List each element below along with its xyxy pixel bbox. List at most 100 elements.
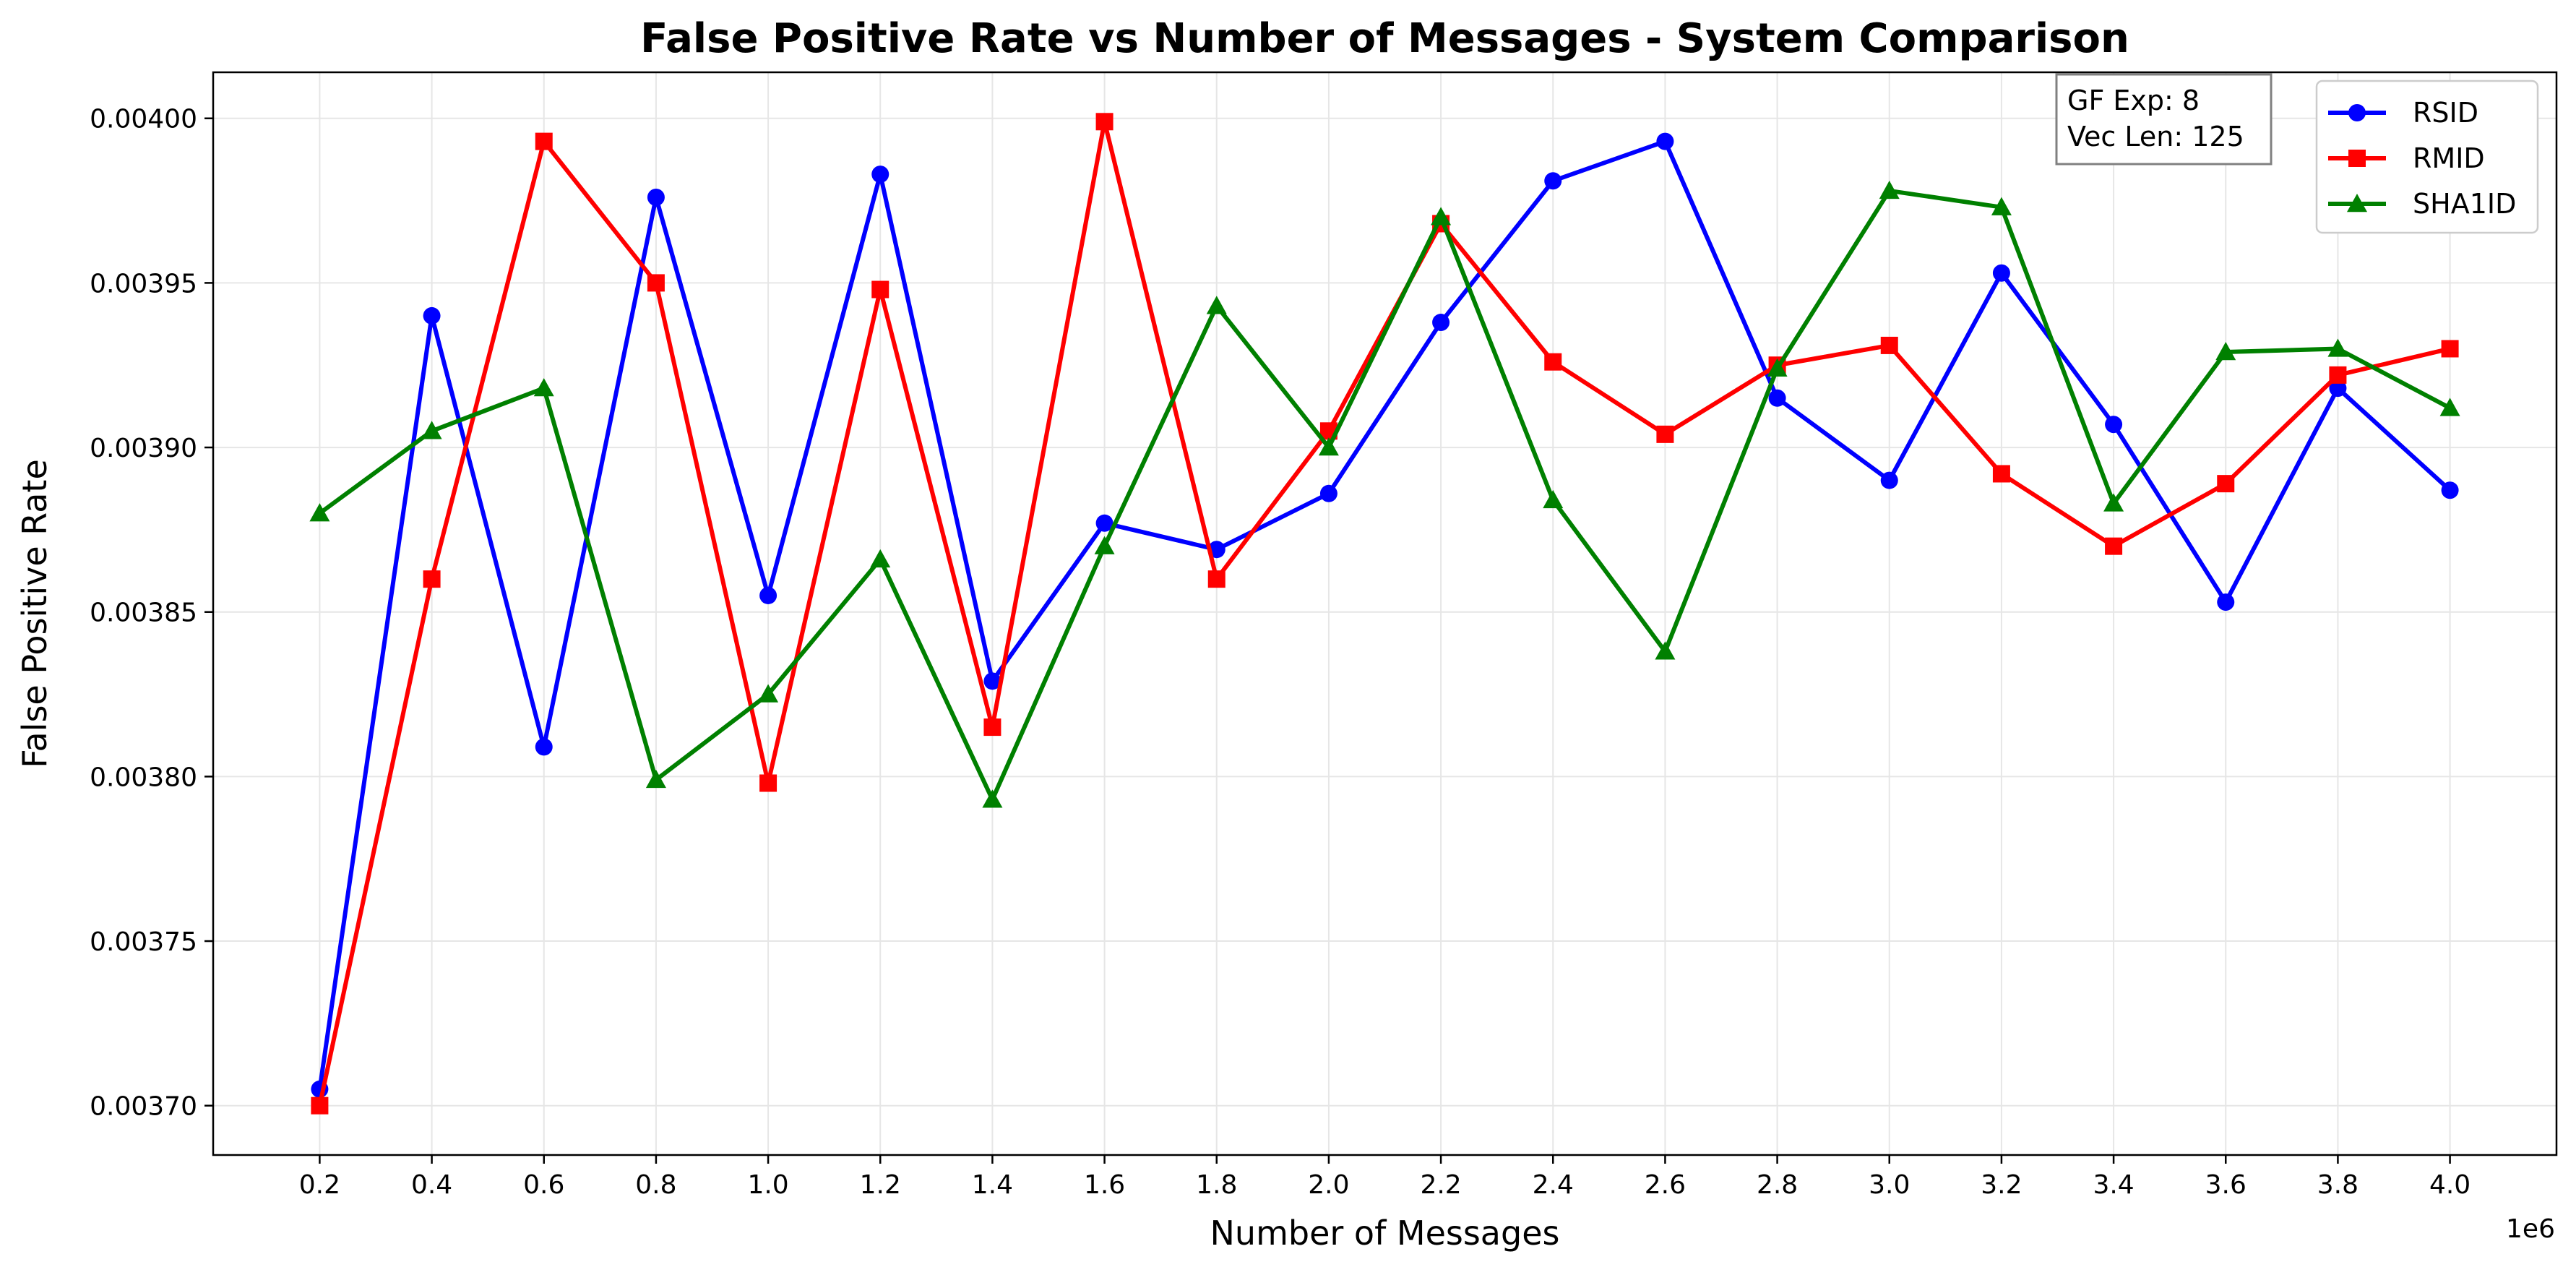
data-point-rsid — [1544, 172, 1562, 190]
data-point-rmid — [647, 274, 665, 292]
x-tick-label: 3.2 — [1981, 1170, 2022, 1200]
data-point-rmid — [983, 718, 1001, 737]
data-point-rmid — [1880, 336, 1898, 354]
grid — [213, 72, 2556, 1155]
y-tick-label: 0.00370 — [90, 1092, 197, 1122]
x-tick-label: 3.6 — [2205, 1170, 2247, 1200]
data-point-rmid — [1656, 425, 1674, 443]
x-tick-label: 1.8 — [1196, 1170, 1237, 1200]
data-point-rsid — [759, 586, 777, 604]
y-tick-label: 0.00400 — [90, 105, 197, 134]
data-point-rsid — [1319, 484, 1337, 502]
series-line-sha1id — [318, 188, 2451, 802]
y-tick-label: 0.00390 — [90, 434, 197, 463]
x-tick-label: 2.4 — [1533, 1170, 1574, 1200]
y-tick-label: 0.00385 — [90, 598, 197, 628]
data-point-sha1id — [1543, 489, 1564, 509]
data-point-rmid — [311, 1096, 329, 1115]
data-point-sha1id — [309, 503, 330, 522]
annotation-box: GF Exp: 8 Vec Len: 125 — [2055, 73, 2273, 166]
chart-title: False Positive Rate vs Number of Message… — [640, 15, 2129, 62]
series-sha1id — [309, 180, 2460, 808]
data-point-rmid — [759, 774, 777, 792]
data-point-rsid — [1768, 389, 1786, 407]
y-tick-label: 0.00395 — [90, 269, 197, 299]
data-point-rsid — [1095, 514, 1113, 532]
data-point-rsid — [2441, 481, 2459, 499]
x-tick-label: 3.4 — [2093, 1170, 2134, 1200]
data-point-sha1id — [2439, 398, 2460, 416]
data-point-sha1id — [1879, 180, 1900, 199]
data-point-sha1id — [421, 421, 442, 439]
data-point-sha1id — [982, 789, 1003, 808]
data-point-rsid — [2105, 416, 2123, 434]
legend-item-rmid: RMID — [2328, 142, 2485, 174]
x-tick-label: 3.8 — [2317, 1170, 2359, 1200]
data-point-rmid — [2441, 340, 2459, 358]
y-tick-label: 0.00380 — [90, 763, 197, 792]
data-point-rsid — [2329, 379, 2347, 398]
data-point-sha1id — [1767, 358, 1788, 377]
x-axis-offset-label: 1e6 — [2506, 1214, 2555, 1244]
data-point-sha1id — [1991, 197, 2012, 215]
x-tick-label: 1.2 — [860, 1170, 901, 1200]
x-tick-label: 4.0 — [2429, 1170, 2471, 1200]
data-point-rmid — [1095, 113, 1113, 131]
data-point-sha1id — [2215, 342, 2236, 361]
data-point-sha1id — [2103, 493, 2124, 512]
legend-frame — [2315, 80, 2539, 234]
legend-label-sha1id: SHA1ID — [2413, 188, 2516, 220]
data-point-rsid — [1992, 264, 2010, 282]
x-tick-label: 2.2 — [1420, 1170, 1461, 1200]
data-point-rsid — [647, 189, 665, 207]
legend-marker-sha1id — [2347, 194, 2367, 212]
x-tick-label: 0.6 — [523, 1170, 564, 1200]
ticks: 0.2 0.4 0.6 0.8 1.0 1.2 1.4 1.6 1.8 2.0 2.2 2.4 2.6 2… — [90, 105, 2471, 1200]
data-point-rmid — [2105, 537, 2123, 555]
data-point-rsid — [1880, 471, 1898, 489]
data-point-rmid — [535, 132, 553, 150]
legend-marker-rsid — [2348, 104, 2366, 121]
annotation-frame — [2055, 73, 2273, 166]
annotation-gf-exp: GF Exp: 8 — [2067, 85, 2200, 116]
legend-item-sha1id: SHA1ID — [2328, 188, 2516, 220]
x-tick-label: 0.2 — [299, 1170, 340, 1200]
legend-marker-rmid — [2348, 150, 2366, 167]
data-point-sha1id — [1206, 296, 1227, 314]
y-axis-label: False Positive Rate — [15, 459, 54, 768]
annotation-vec-len: Vec Len: 125 — [2067, 121, 2244, 153]
data-point-sha1id — [1094, 536, 1115, 554]
legend-label-rmid: RMID — [2413, 142, 2485, 174]
data-point-sha1id — [1655, 641, 1676, 660]
data-point-rmid — [2329, 366, 2347, 384]
legend-label-rsid: RSID — [2413, 97, 2478, 129]
data-point-rsid — [423, 306, 441, 325]
data-point-sha1id — [1318, 437, 1339, 456]
data-point-rmid — [423, 570, 441, 588]
x-tick-label: 1.0 — [747, 1170, 788, 1200]
x-tick-label: 1.4 — [972, 1170, 1013, 1200]
series-rsid — [311, 132, 2459, 1098]
legend: RSID RMID SHA1ID — [2315, 80, 2539, 234]
data-point-rmid — [1992, 465, 2010, 483]
data-point-rsid — [2217, 593, 2235, 611]
x-tick-label: 0.4 — [411, 1170, 452, 1200]
data-point-rsid — [1432, 314, 1450, 332]
x-axis-label: Number of Messages — [1210, 1214, 1560, 1253]
data-point-sha1id — [533, 378, 554, 397]
data-point-sha1id — [1431, 207, 1452, 226]
x-tick-label: 0.8 — [635, 1170, 676, 1200]
plot-frame — [212, 71, 2558, 1156]
x-tick-label: 2.8 — [1757, 1170, 1798, 1200]
x-tick-label: 3.0 — [1869, 1170, 1910, 1200]
data-point-rsid — [871, 166, 889, 184]
x-tick-label: 1.6 — [1084, 1170, 1125, 1200]
data-point-rmid — [2217, 475, 2235, 493]
legend-item-rsid: RSID — [2328, 97, 2478, 129]
data-point-sha1id — [2327, 338, 2348, 357]
data-point-sha1id — [758, 684, 779, 703]
data-point-rmid — [1207, 570, 1225, 588]
